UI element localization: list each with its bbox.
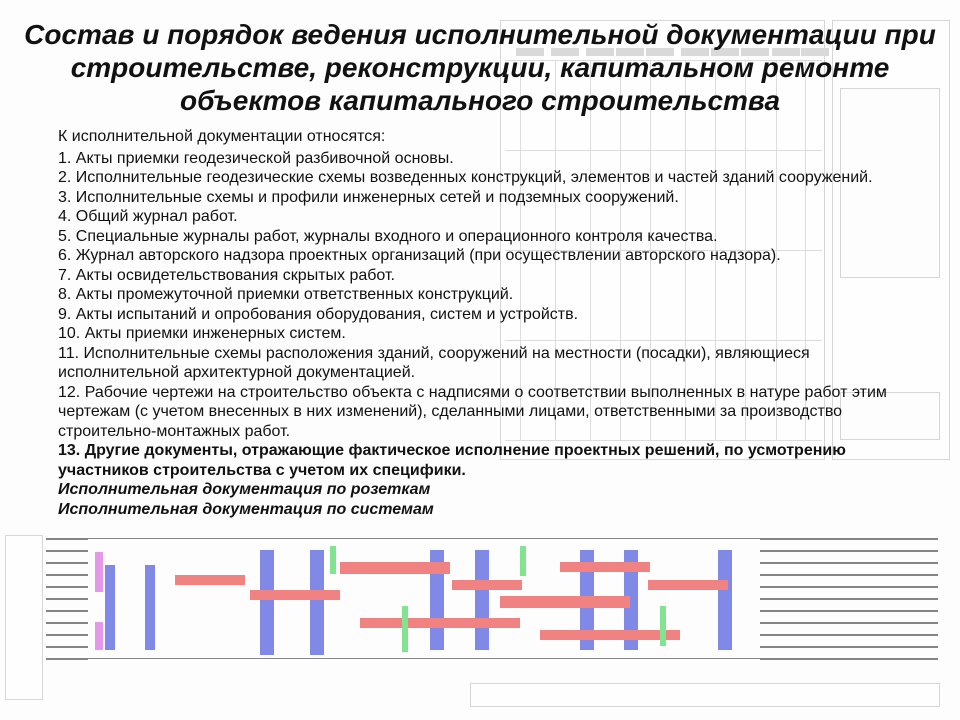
item-13-bold: 13. Другие документы, отражающие фактиче… [58,441,910,480]
intro-line: К исполнительной документации относятся: [58,127,910,147]
list-item: 5. Специальные журналы работ, журналы вх… [58,227,910,247]
body-text: К исполнительной документации относятся:… [0,121,960,519]
list-item: 4. Общий журнал работ. [58,207,910,227]
slide: Состав и порядок ведения исполнительной … [0,0,960,720]
list-item: 1. Акты приемки геодезической разбивочно… [58,149,910,169]
subheading-sockets: Исполнительная документация по розеткам [58,480,910,500]
list-item: 9. Акты испытаний и опробования оборудов… [58,305,910,325]
slide-title: Состав и порядок ведения исполнительной … [0,0,960,121]
list-item: 2. Исполнительные геодезические схемы во… [58,168,910,188]
list-item: 11. Исполнительные схемы расположения зд… [58,344,910,383]
list-item: 12. Рабочие чертежи на строительство объ… [58,383,910,442]
list-item: 10. Акты приемки инженерных систем. [58,324,910,344]
subheading-systems: Исполнительная документация по системам [58,500,910,520]
list-item: 8. Акты промежуточной приемки ответствен… [58,285,910,305]
wiring-drawing-bottom [0,530,960,720]
list-item: 7. Акты освидетельствования скрытых рабо… [58,266,910,286]
list-item: 6. Журнал авторского надзора проектных о… [58,246,910,266]
list-item: 3. Исполнительные схемы и профили инжене… [58,188,910,208]
item-list: 1. Акты приемки геодезической разбивочно… [58,149,910,442]
